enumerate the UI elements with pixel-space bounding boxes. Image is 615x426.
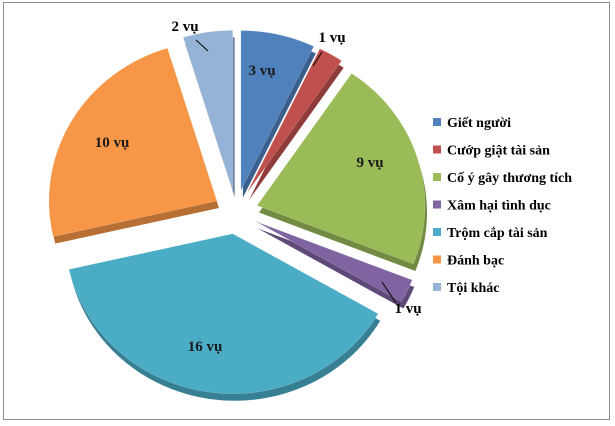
legend-item-1: Giết người [433, 116, 511, 131]
pie-slice-5 [68, 233, 381, 401]
pie-slices [48, 29, 428, 401]
data-label-3: 9 vụ [356, 155, 383, 171]
legend-label: Cướp giật tài sản [447, 144, 550, 159]
pie-data-labels: 3 vụ 1 vụ 9 vụ 1 vụ 16 vụ 10 vụ 2 vụ [95, 19, 422, 355]
data-label-1: 3 vụ [248, 63, 275, 79]
pie-slice-face-5 [68, 233, 379, 395]
legend-item-3: Cố ý gây thương tích [433, 171, 572, 186]
legend-swatch [433, 200, 441, 209]
legend-label: Đánh bạc [447, 254, 504, 269]
pie-slice-1 [240, 30, 316, 198]
legend-label: Xâm hại tình dục [447, 199, 551, 214]
legend-swatch [433, 283, 441, 291]
pie-slice-face-4 [255, 221, 413, 302]
pie-slice-face-7 [182, 29, 234, 191]
data-label-4: 1 vụ [394, 301, 421, 317]
leader-line-2 [381, 281, 397, 304]
pie-slice-7 [182, 29, 235, 198]
legend-item-4: Xâm hại tình dục [433, 199, 551, 214]
legend-item-7: Tội khác [433, 281, 500, 296]
pie-slice-4 [255, 221, 415, 309]
legend-swatch [433, 228, 441, 236]
legend-item-2: Cướp giật tài sản [433, 144, 550, 159]
pie-slice-face-6 [48, 47, 218, 237]
legend: Giết người Cướp giật tài sản Cố ý gây thươ… [433, 116, 572, 296]
legend-label: Tội khác [447, 281, 500, 296]
data-label-2: 1 vụ [318, 30, 345, 46]
legend-label: Giết người [447, 116, 511, 131]
legend-swatch [433, 255, 441, 264]
data-label-7: 2 vụ [171, 19, 198, 35]
legend-swatch [433, 145, 441, 154]
legend-swatch [433, 118, 441, 126]
legend-item-5: Trộm cắp tài sản [433, 226, 548, 241]
leader-line-1 [312, 51, 323, 67]
leader-line-3 [195, 39, 209, 52]
data-label-6: 10 vụ [95, 135, 130, 151]
data-label-5: 16 vụ [188, 339, 223, 355]
legend-swatch [433, 173, 441, 181]
pie-slice-face-2 [246, 48, 343, 194]
pie-slice-face-3 [256, 72, 426, 265]
pie-slice-side-2 [249, 55, 344, 200]
pie-slice-6 [48, 47, 219, 244]
legend-label: Cố ý gây thương tích [447, 171, 572, 186]
pie-slice-3 [256, 72, 428, 271]
legend-item-6: Đánh bạc [433, 254, 504, 269]
legend-label: Trộm cắp tài sản [447, 226, 548, 241]
pie-slice-side-4 [257, 228, 415, 309]
pie-slice-face-1 [240, 30, 315, 191]
pie-slice-2 [246, 48, 344, 200]
